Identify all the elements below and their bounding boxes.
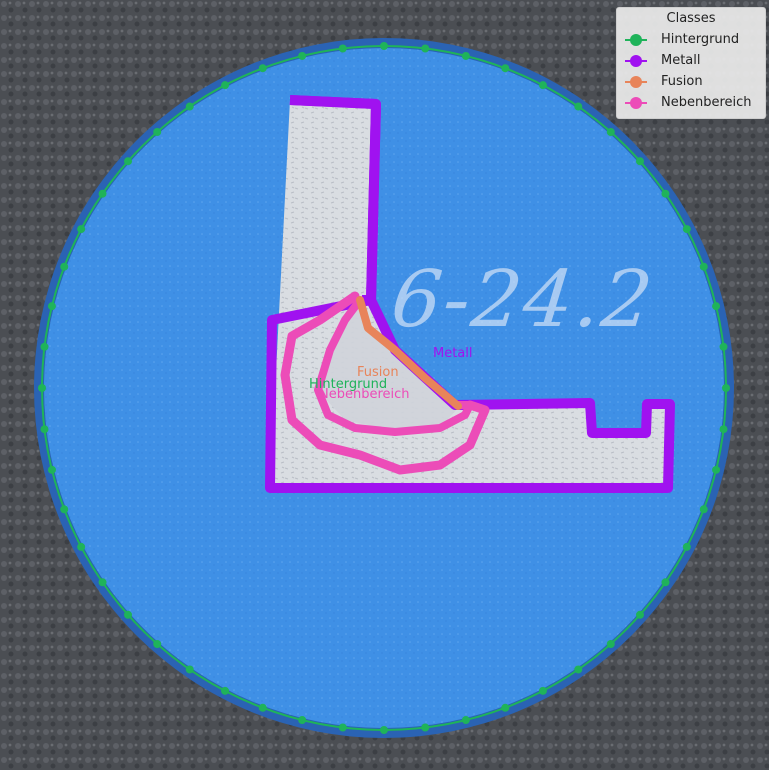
hintergrund-contour-point bbox=[607, 640, 615, 648]
hintergrund-contour-point bbox=[421, 44, 429, 52]
legend-label: Fusion bbox=[661, 74, 703, 89]
hintergrund-contour-point bbox=[77, 543, 85, 551]
hintergrund-contour-point bbox=[259, 704, 267, 712]
hintergrund-contour-point bbox=[153, 640, 161, 648]
hintergrund-contour-point bbox=[380, 42, 388, 50]
hintergrund-contour-point bbox=[720, 343, 728, 351]
hintergrund-contour-point bbox=[539, 81, 547, 89]
hintergrund-contour-point bbox=[661, 578, 669, 586]
hintergrund-contour-point bbox=[722, 384, 730, 392]
hintergrund-contour-point bbox=[99, 578, 107, 586]
hintergrund-contour-point bbox=[124, 611, 132, 619]
hintergrund-contour-point bbox=[661, 190, 669, 198]
hintergrund-contour-point bbox=[700, 263, 708, 271]
hintergrund-contour-point bbox=[186, 103, 194, 111]
hintergrund-contour-point bbox=[298, 52, 306, 60]
hintergrund-contour-point bbox=[38, 384, 46, 392]
legend-label: Metall bbox=[661, 53, 701, 68]
legend-marker-icon bbox=[625, 34, 647, 46]
hintergrund-contour-point bbox=[574, 665, 582, 673]
hintergrund-contour-point bbox=[153, 128, 161, 136]
sample-marking: 6-24.2 bbox=[387, 255, 658, 345]
hintergrund-contour-point bbox=[462, 52, 470, 60]
hintergrund-contour-point bbox=[574, 103, 582, 111]
legend-item-fusion: Fusion bbox=[617, 71, 765, 92]
hintergrund-contour-point bbox=[99, 190, 107, 198]
hintergrund-contour-point bbox=[712, 466, 720, 474]
hintergrund-contour-point bbox=[221, 687, 229, 695]
hintergrund-contour-point bbox=[501, 704, 509, 712]
legend-item-nebenbereich: Nebenbereich bbox=[617, 92, 765, 113]
legend-item-hintergrund: Hintergrund bbox=[617, 29, 765, 50]
hintergrund-contour-point bbox=[636, 157, 644, 165]
legend-marker-icon bbox=[625, 55, 647, 67]
legend-item-metall: Metall bbox=[617, 50, 765, 71]
legend-label: Nebenbereich bbox=[661, 95, 752, 110]
hintergrund-contour-point bbox=[221, 81, 229, 89]
hintergrund-contour-point bbox=[124, 157, 132, 165]
hintergrund-contour-point bbox=[186, 665, 194, 673]
legend-label: Hintergrund bbox=[661, 32, 739, 47]
hintergrund-contour-point bbox=[683, 225, 691, 233]
hintergrund-contour-point bbox=[40, 343, 48, 351]
hintergrund-contour-point bbox=[40, 425, 48, 433]
hintergrund-contour-point bbox=[421, 724, 429, 732]
legend-marker-icon bbox=[625, 76, 647, 88]
hintergrund-contour-point bbox=[683, 543, 691, 551]
hintergrund-contour-point bbox=[60, 505, 68, 513]
label-nebenbereich: Nebenbereich bbox=[319, 387, 410, 402]
hintergrund-contour-point bbox=[48, 302, 56, 310]
hintergrund-contour-point bbox=[380, 726, 388, 734]
hintergrund-contour-point bbox=[700, 505, 708, 513]
hintergrund-contour-point bbox=[462, 716, 470, 724]
hintergrund-contour-point bbox=[77, 225, 85, 233]
hintergrund-contour-point bbox=[712, 302, 720, 310]
hintergrund-contour-point bbox=[539, 687, 547, 695]
legend-marker-icon bbox=[625, 97, 647, 109]
hintergrund-contour-point bbox=[607, 128, 615, 136]
legend-title: Classes bbox=[617, 11, 765, 29]
hintergrund-contour-point bbox=[339, 44, 347, 52]
legend: Classes Hintergrund Metall Fusion Nebenb… bbox=[616, 7, 766, 119]
hintergrund-contour-point bbox=[636, 611, 644, 619]
hintergrund-contour-point bbox=[60, 263, 68, 271]
hintergrund-contour-point bbox=[259, 64, 267, 72]
hintergrund-contour-point bbox=[298, 716, 306, 724]
label-metall: Metall bbox=[433, 346, 473, 361]
hintergrund-contour-point bbox=[48, 466, 56, 474]
hintergrund-contour-point bbox=[720, 425, 728, 433]
hintergrund-contour-point bbox=[339, 724, 347, 732]
hintergrund-contour-point bbox=[501, 64, 509, 72]
